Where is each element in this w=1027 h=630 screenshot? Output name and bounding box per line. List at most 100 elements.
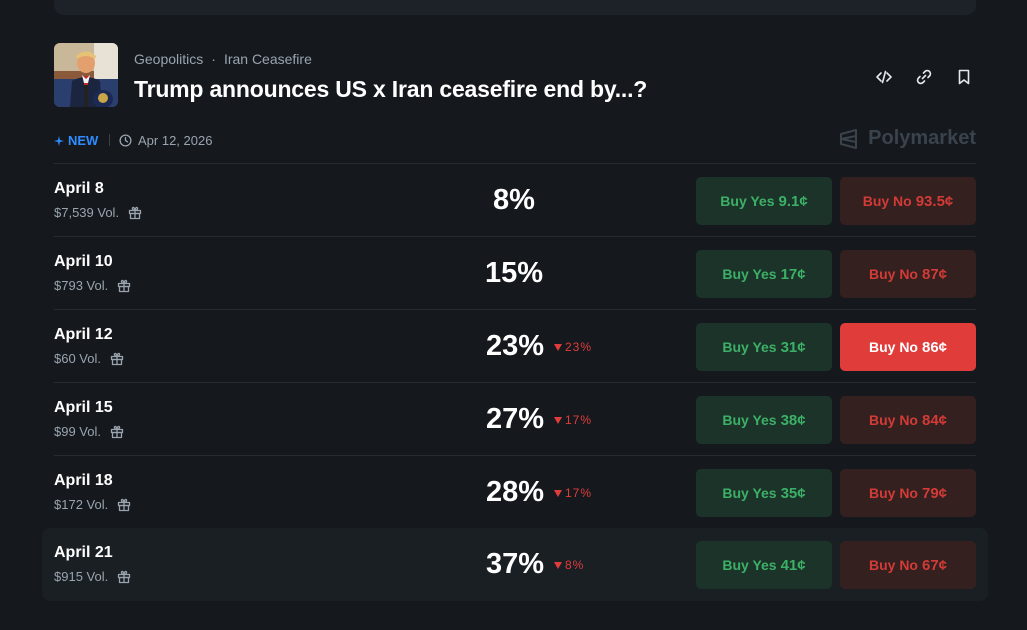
outcome-row-content: April 21 $915 Vol. 37% 8% Buy Yes 41¢ Bu…: [54, 528, 976, 601]
outcome-volume: $7,539 Vol.: [54, 205, 142, 220]
outcome-volume: $793 Vol.: [54, 278, 131, 293]
buy-yes-button[interactable]: Buy Yes 9.1¢: [696, 177, 832, 225]
probability-change: 17%: [554, 413, 592, 427]
copy-link-button[interactable]: [912, 65, 936, 89]
probability-change: 23%: [554, 340, 592, 354]
outcome-date: April 10: [54, 253, 113, 270]
buy-no-label: Buy No: [868, 557, 918, 573]
market-thumbnail[interactable]: [54, 43, 118, 107]
change-text: 17%: [565, 486, 593, 500]
outcome-row-content: April 12 $60 Vol. 23% 23% Buy Yes 31¢ Bu…: [54, 310, 976, 383]
probability-change: 8%: [554, 558, 584, 572]
buy-no-price: 67¢: [921, 556, 948, 574]
market-header: Geopolitics · Iran Ceasefire Trump annou…: [54, 43, 976, 107]
buy-yes-label: Buy Yes: [720, 193, 775, 209]
outcome-row-content: April 8 $7,539 Vol. 8% Buy Yes 9.1¢ Buy …: [54, 164, 976, 237]
buy-no-label: Buy No: [868, 339, 918, 355]
polymarket-logo[interactable]: Polymarket: [838, 127, 976, 150]
outcome-date: April 18: [54, 472, 113, 489]
polymarket-icon: [840, 128, 858, 149]
gift-icon[interactable]: [117, 570, 131, 584]
breadcrumb-separator: ·: [211, 51, 216, 67]
volume-text: $60 Vol.: [54, 351, 101, 366]
arrow-down-icon: [554, 489, 562, 497]
outcome-probability: 15%: [484, 257, 544, 289]
buy-yes-button[interactable]: Buy Yes 41¢: [696, 541, 832, 589]
buy-no-price: 86¢: [921, 338, 948, 356]
buy-yes-label: Buy Yes: [722, 557, 777, 573]
breadcrumb-iran-ceasefire[interactable]: Iran Ceasefire: [223, 51, 312, 67]
outcome-row[interactable]: April 8 $7,539 Vol. 8% Buy Yes 9.1¢ Buy …: [54, 163, 976, 236]
outcome-row[interactable]: April 18 $172 Vol. 28% 17% Buy Yes 35¢ B…: [54, 455, 976, 528]
outcome-probability: 28%: [485, 476, 544, 508]
buy-no-label: Buy No: [868, 485, 918, 501]
buy-yes-price: 31¢: [780, 338, 806, 356]
buy-yes-label: Buy Yes: [722, 485, 777, 501]
volume-text: $7,539 Vol.: [54, 205, 120, 220]
market-title: Trump announces US x Iran ceasefire end …: [134, 76, 648, 102]
volume-text: $915 Vol.: [54, 569, 109, 584]
link-icon: [916, 69, 932, 85]
buy-no-label: Buy No: [862, 193, 912, 209]
buy-yes-price: 17¢: [780, 265, 806, 283]
bookmark-button[interactable]: [952, 65, 976, 89]
outcome-row-content: April 10 $793 Vol. 15% Buy Yes 17¢ Buy N…: [54, 237, 976, 310]
meta-divider: [109, 134, 110, 146]
change-text: 8%: [565, 558, 585, 572]
gift-icon[interactable]: [128, 206, 142, 220]
gift-icon[interactable]: [117, 498, 131, 512]
buy-no-label: Buy No: [868, 412, 918, 428]
change-text: 23%: [565, 340, 593, 354]
outcome-volume: $915 Vol.: [54, 569, 131, 584]
buy-no-button[interactable]: Buy No 86¢: [840, 323, 976, 371]
buy-no-button[interactable]: Buy No 93.5¢: [840, 177, 976, 225]
outcome-row[interactable]: April 10 $793 Vol. 15% Buy Yes 17¢ Buy N…: [54, 236, 976, 309]
outcome-row[interactable]: April 12 $60 Vol. 23% 23% Buy Yes 31¢ Bu…: [54, 309, 976, 382]
volume-text: $99 Vol.: [54, 424, 101, 439]
clock-icon: [119, 134, 132, 147]
arrow-down-icon: [554, 561, 562, 569]
breadcrumb: Geopolitics · Iran Ceasefire: [134, 51, 312, 67]
outcome-volume: $60 Vol.: [54, 351, 124, 366]
arrow-down-icon: [554, 416, 562, 424]
new-label: NEW: [68, 133, 99, 148]
arrow-down-icon: [554, 343, 562, 351]
buy-yes-price: 38¢: [780, 411, 806, 429]
buy-yes-label: Buy Yes: [722, 266, 777, 282]
buy-no-price: 84¢: [921, 411, 948, 429]
outcome-volume: $172 Vol.: [54, 497, 131, 512]
buy-yes-button[interactable]: Buy Yes 38¢: [696, 396, 832, 444]
breadcrumb-geopolitics[interactable]: Geopolitics: [134, 51, 204, 67]
buy-no-button[interactable]: Buy No 79¢: [840, 469, 976, 517]
buy-yes-button[interactable]: Buy Yes 17¢: [696, 250, 832, 298]
outcome-probability: 37%: [485, 548, 544, 580]
outcome-row[interactable]: April 15 $99 Vol. 27% 17% Buy Yes 38¢ Bu…: [54, 382, 976, 455]
outcome-date: April 15: [54, 399, 113, 416]
buy-yes-button[interactable]: Buy Yes 35¢: [696, 469, 832, 517]
outcome-row[interactable]: April 21 $915 Vol. 37% 8% Buy Yes 41¢ Bu…: [42, 528, 988, 601]
outcome-date: April 12: [54, 326, 113, 343]
buy-yes-price: 35¢: [780, 484, 806, 502]
buy-no-button[interactable]: Buy No 87¢: [840, 250, 976, 298]
volume-text: $172 Vol.: [54, 497, 109, 512]
brand-name: Polymarket: [868, 127, 976, 149]
outcome-row-content: April 18 $172 Vol. 28% 17% Buy Yes 35¢ B…: [54, 456, 976, 529]
change-text: 17%: [565, 413, 593, 427]
outcome-date: April 8: [54, 180, 104, 197]
outcome-row-content: April 15 $99 Vol. 27% 17% Buy Yes 38¢ Bu…: [54, 383, 976, 456]
outcome-probability: 23%: [485, 330, 544, 362]
outcome-volume: $99 Vol.: [54, 424, 124, 439]
buy-yes-label: Buy Yes: [722, 412, 777, 428]
buy-no-price: 79¢: [921, 484, 948, 502]
buy-no-button[interactable]: Buy No 67¢: [840, 541, 976, 589]
gift-icon[interactable]: [110, 352, 124, 366]
embed-button[interactable]: [872, 65, 896, 89]
probability-change: 17%: [554, 486, 592, 500]
outcome-probability: 8%: [493, 184, 535, 216]
buy-no-price: 93.5¢: [915, 192, 954, 210]
market-meta: NEW Apr 12, 2026 Polymarket: [54, 127, 976, 152]
buy-yes-button[interactable]: Buy Yes 31¢: [696, 323, 832, 371]
buy-no-button[interactable]: Buy No 84¢: [840, 396, 976, 444]
gift-icon[interactable]: [110, 425, 124, 439]
gift-icon[interactable]: [117, 279, 131, 293]
